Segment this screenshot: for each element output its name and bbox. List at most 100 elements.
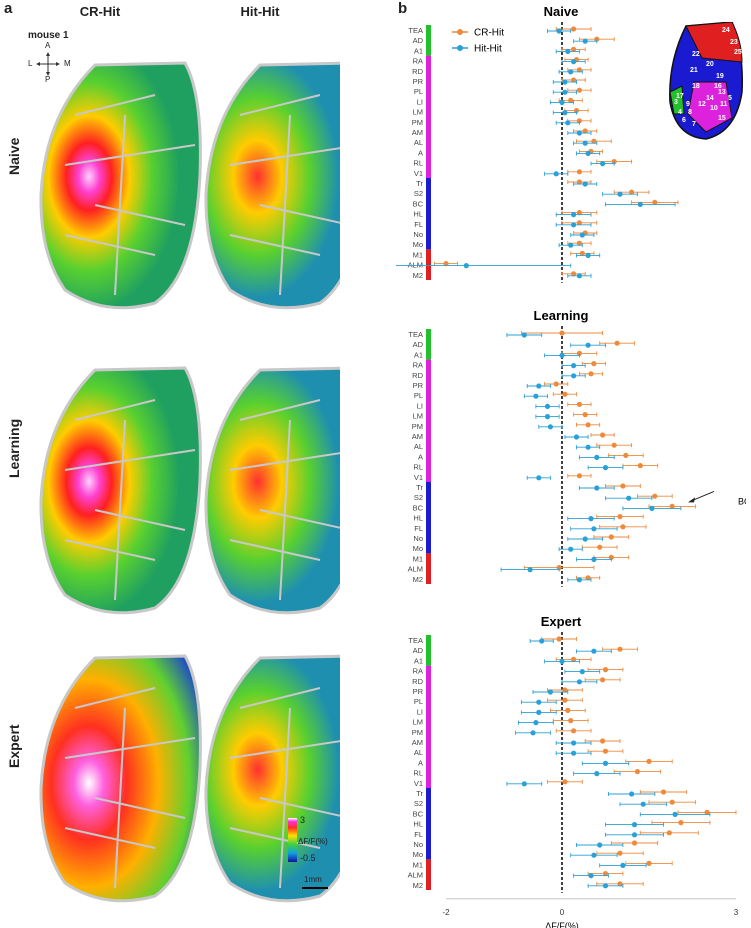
atlas-area-number: 16 [714, 83, 722, 90]
data-point [536, 475, 542, 481]
category-label: A [418, 452, 423, 461]
data-point [559, 352, 565, 358]
category-label: S2 [414, 799, 423, 808]
atlas-area-number: 25 [734, 49, 742, 56]
data-point [585, 575, 591, 581]
data-point [585, 422, 591, 428]
compass-lateral: L [28, 59, 33, 68]
data-point [617, 514, 623, 520]
data-point [579, 669, 585, 675]
data-point [571, 728, 577, 734]
category-label: RA [413, 361, 423, 370]
category-label: M2 [413, 271, 423, 280]
category-label: LI [417, 401, 423, 410]
data-point [576, 179, 582, 185]
data-point [576, 473, 582, 479]
legend-swatch [457, 29, 463, 35]
data-point [602, 667, 609, 673]
atlas-area-number: 4 [678, 109, 682, 116]
data-point [562, 687, 568, 693]
atlas-area-number: 19 [716, 73, 724, 80]
data-point [533, 393, 539, 399]
atlas-area-number: 14 [706, 95, 714, 102]
data-point [591, 361, 597, 367]
group-color-bar [426, 359, 431, 482]
category-label: A1 [414, 350, 423, 359]
data-point [626, 495, 632, 501]
category-label: S2 [414, 493, 423, 502]
data-point [571, 46, 577, 53]
bc-arrowhead-icon [688, 497, 695, 503]
mouse-label: mouse 1 [28, 30, 69, 41]
category-label: AL [414, 138, 423, 147]
data-point [539, 638, 545, 644]
bc-annotation-label: BC [738, 496, 746, 506]
data-point [562, 89, 568, 95]
data-point [637, 463, 643, 469]
data-point [669, 503, 675, 509]
data-point [568, 242, 574, 248]
data-point [646, 860, 652, 867]
data-point [579, 250, 585, 256]
compass-arrows-icon [36, 52, 60, 76]
data-point [530, 730, 536, 736]
data-point [565, 48, 571, 55]
category-label: FL [414, 524, 423, 533]
atlas-area-number: 24 [722, 27, 730, 34]
data-point [608, 534, 614, 540]
data-point [579, 232, 585, 238]
group-color-bar [426, 788, 431, 860]
data-point [649, 505, 655, 511]
data-point [571, 212, 577, 218]
atlas-area-number: 23 [730, 39, 738, 46]
category-label: HL [413, 210, 423, 219]
category-label: TEA [408, 330, 423, 339]
atlas-area-number: 12 [698, 101, 706, 108]
group-color-bar [426, 482, 431, 554]
panel-title: Learning [534, 308, 589, 323]
data-point [571, 26, 577, 32]
data-point [588, 371, 594, 377]
data-point [585, 342, 591, 348]
legend-swatch [457, 45, 463, 51]
atlas-area-number: 22 [692, 51, 700, 58]
category-label: PL [414, 391, 423, 400]
atlas-area-number: 11 [720, 101, 728, 108]
category-label: BC [413, 199, 424, 208]
data-point [620, 862, 626, 869]
data-point [582, 536, 588, 542]
data-point [585, 444, 591, 450]
data-point [576, 273, 582, 279]
data-point [536, 383, 542, 389]
data-point [631, 832, 638, 838]
group-color-bar [426, 635, 431, 666]
category-label: A [418, 758, 423, 767]
data-point [571, 373, 577, 379]
category-label: HL [413, 514, 423, 523]
data-point [559, 330, 565, 336]
data-point [533, 720, 539, 726]
data-point [637, 201, 643, 207]
category-label: PM [412, 118, 423, 127]
category-label: ALM [408, 871, 423, 880]
category-label: AM [412, 738, 423, 747]
column-header-hit-hit: Hit-Hit [240, 4, 280, 19]
atlas-area-number: 20 [706, 61, 714, 68]
category-label: AM [412, 432, 423, 441]
category-label: Tr [416, 179, 423, 188]
category-label: PL [414, 697, 423, 706]
data-point [571, 750, 577, 756]
data-point [576, 210, 582, 216]
category-label: AD [413, 36, 424, 45]
data-point [568, 546, 574, 552]
data-point [576, 577, 582, 583]
colorbar-min: -0.5 [300, 853, 316, 863]
data-point [588, 516, 594, 522]
legend-label: Hit-Hit [474, 44, 502, 55]
category-label: HL [413, 820, 423, 829]
data-point [571, 59, 577, 65]
data-point [594, 771, 600, 777]
map-naive-hit-hit [204, 61, 340, 310]
data-point [536, 699, 542, 705]
category-label: M2 [413, 881, 423, 890]
